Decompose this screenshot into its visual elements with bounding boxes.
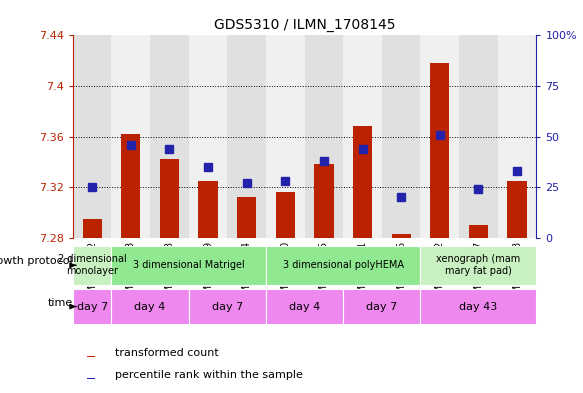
Bar (73, 35, 111, 238)
Text: day 4: day 4 (289, 301, 320, 312)
Bar (304, 35, 343, 238)
Bar (507, 181, 526, 238)
Bar (382, 35, 420, 238)
Text: day 7: day 7 (366, 301, 398, 312)
Bar (189, 289, 266, 324)
Text: day 7: day 7 (212, 301, 243, 312)
Bar (198, 181, 217, 238)
Text: day 43: day 43 (459, 301, 497, 312)
Bar (111, 35, 150, 238)
Bar (83, 219, 102, 238)
Bar (392, 234, 411, 238)
Text: growth protocol: growth protocol (0, 256, 73, 266)
Bar (498, 35, 536, 238)
Text: transformed count: transformed count (115, 348, 219, 358)
Bar (189, 35, 227, 238)
Text: time: time (48, 298, 73, 308)
Bar (73, 289, 111, 324)
Bar (343, 35, 382, 238)
Title: GDS5310 / ILMN_1708145: GDS5310 / ILMN_1708145 (214, 18, 395, 31)
Bar (420, 289, 536, 324)
Bar (73, 246, 111, 285)
Text: xenograph (mam
mary fat pad): xenograph (mam mary fat pad) (436, 255, 521, 276)
Bar (160, 159, 179, 238)
Bar (276, 192, 295, 238)
Bar (459, 35, 498, 238)
Bar (121, 134, 141, 238)
Bar (343, 289, 420, 324)
Bar (150, 35, 189, 238)
Text: day 4: day 4 (135, 301, 166, 312)
Bar (420, 35, 459, 238)
Bar (420, 246, 536, 285)
Bar (111, 246, 266, 285)
Bar (266, 246, 420, 285)
Text: percentile rank within the sample: percentile rank within the sample (115, 370, 303, 380)
Bar (111, 289, 189, 324)
Bar (430, 63, 449, 238)
Bar (266, 35, 304, 238)
Text: 2 dimensional
monolayer: 2 dimensional monolayer (58, 255, 127, 276)
Text: 3 dimensional Matrigel: 3 dimensional Matrigel (133, 260, 245, 270)
Bar (237, 197, 257, 238)
Bar (227, 35, 266, 238)
Text: 3 dimensional polyHEMA: 3 dimensional polyHEMA (283, 260, 404, 270)
Bar (469, 225, 488, 238)
Text: day 7: day 7 (76, 301, 108, 312)
Bar (353, 127, 372, 238)
Bar (266, 289, 343, 324)
Bar (87, 378, 94, 379)
Bar (314, 164, 333, 238)
Bar (87, 356, 94, 357)
